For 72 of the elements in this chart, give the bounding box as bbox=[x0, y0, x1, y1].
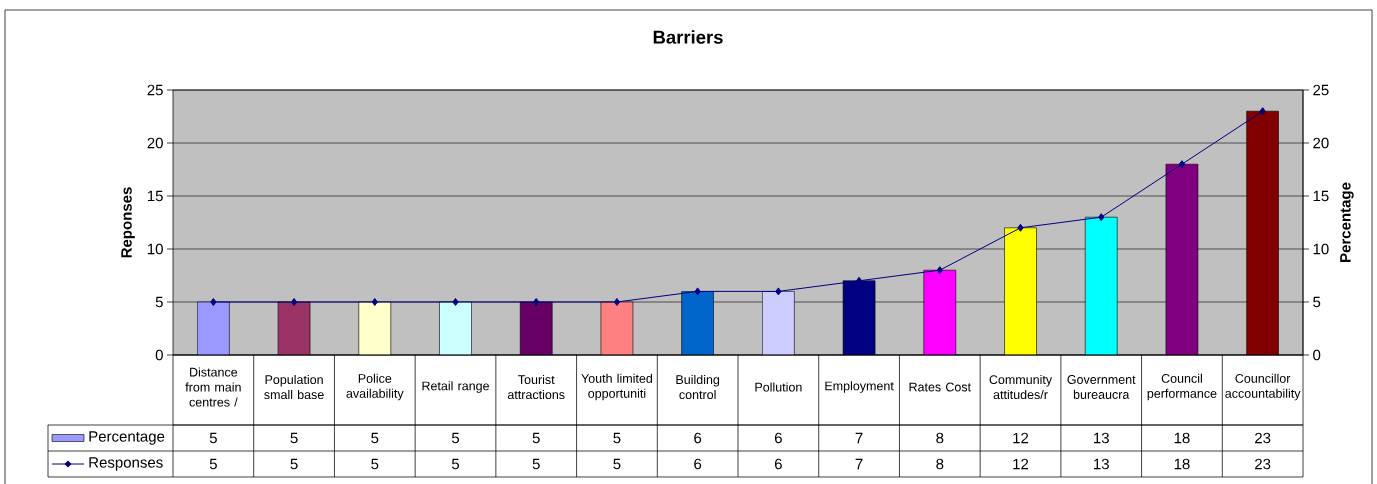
data-label: 6 bbox=[774, 458, 782, 470]
data-label: 7 bbox=[855, 432, 863, 444]
x-tick-label: Building control bbox=[676, 374, 720, 400]
data-label: 7 bbox=[855, 458, 863, 470]
data-label: 5 bbox=[451, 432, 460, 444]
data-label: 5 bbox=[613, 432, 621, 444]
data-label: 5 bbox=[290, 458, 298, 470]
data-label: 18 bbox=[1174, 432, 1190, 444]
point bbox=[936, 266, 943, 275]
data-label: 5 bbox=[209, 432, 217, 444]
x-tick-label: Employment bbox=[825, 381, 894, 393]
data-label: 5 bbox=[371, 432, 379, 444]
data-label: 12 bbox=[1013, 458, 1029, 470]
y2-tick-label: 5 bbox=[1313, 296, 1321, 308]
y2-tick-label: 20 bbox=[1313, 137, 1329, 149]
data-label: 5 bbox=[371, 458, 379, 470]
point bbox=[1259, 107, 1266, 116]
data-label: 8 bbox=[936, 458, 944, 470]
data-label: 12 bbox=[1013, 432, 1029, 444]
chart-title: Barriers bbox=[653, 30, 723, 44]
y2-tick-label: 10 bbox=[1313, 243, 1329, 255]
point bbox=[371, 298, 378, 306]
y-tick-label: 20 bbox=[147, 137, 163, 149]
y2-tick-label: 15 bbox=[1313, 190, 1329, 202]
x-tick-label: Population small base bbox=[264, 374, 324, 400]
point bbox=[210, 298, 217, 306]
x-tick-label: Pollution bbox=[755, 382, 802, 392]
y-tick-label: 15 bbox=[147, 190, 163, 202]
data-label: 6 bbox=[774, 432, 782, 444]
y-axis-title: Reponses bbox=[121, 187, 135, 258]
y-tick-label: 25 bbox=[147, 84, 163, 96]
data-label: 5 bbox=[613, 458, 621, 470]
legend-label: Percentage bbox=[89, 431, 165, 445]
y-tick-label: 5 bbox=[155, 296, 163, 308]
data-label: 5 bbox=[532, 432, 540, 444]
point bbox=[452, 298, 459, 306]
data-label: 6 bbox=[694, 432, 702, 444]
legend-label: Responses bbox=[89, 457, 163, 471]
x-tick-label: Council performance bbox=[1147, 373, 1217, 401]
data-label: 23 bbox=[1255, 432, 1271, 444]
x-tick-label: Rates Cost bbox=[909, 382, 971, 392]
x-tick-label: Tourist attractions bbox=[507, 374, 565, 400]
y-tick-label: 0 bbox=[155, 349, 163, 361]
data-label: 18 bbox=[1174, 458, 1190, 470]
data-label: 5 bbox=[451, 458, 460, 470]
x-tick-label: Police availability bbox=[346, 373, 404, 401]
x-tick-label: Retail range bbox=[422, 381, 489, 393]
y2-axis-title: Percentage bbox=[1340, 182, 1354, 262]
y2-tick-label: 0 bbox=[1313, 349, 1321, 361]
x-tick-label: Government bureaucra bbox=[1067, 375, 1136, 399]
data-label: 23 bbox=[1255, 458, 1271, 470]
data-label: 5 bbox=[290, 432, 298, 444]
y2-tick-label: 25 bbox=[1313, 84, 1329, 96]
point bbox=[290, 298, 298, 306]
data-label: 6 bbox=[694, 458, 702, 470]
data-label: 13 bbox=[1094, 458, 1109, 470]
point bbox=[613, 298, 621, 306]
y-tick-label: 10 bbox=[147, 243, 163, 255]
data-label: 8 bbox=[936, 432, 944, 444]
point bbox=[1017, 223, 1024, 232]
x-tick-label: Youth limited opportuniti bbox=[581, 373, 653, 401]
data-label: 5 bbox=[532, 458, 540, 470]
point bbox=[694, 287, 701, 296]
x-tick-label: Councillor accountability bbox=[1225, 373, 1301, 401]
point bbox=[1098, 213, 1105, 222]
x-tick-label: Community attitudes/r bbox=[989, 374, 1053, 400]
data-label: 5 bbox=[209, 458, 217, 470]
point bbox=[775, 287, 782, 296]
point bbox=[533, 298, 540, 306]
x-tick-label: Distance from main centres / bbox=[185, 367, 241, 407]
point bbox=[1178, 160, 1186, 169]
data-label: 13 bbox=[1094, 432, 1109, 444]
